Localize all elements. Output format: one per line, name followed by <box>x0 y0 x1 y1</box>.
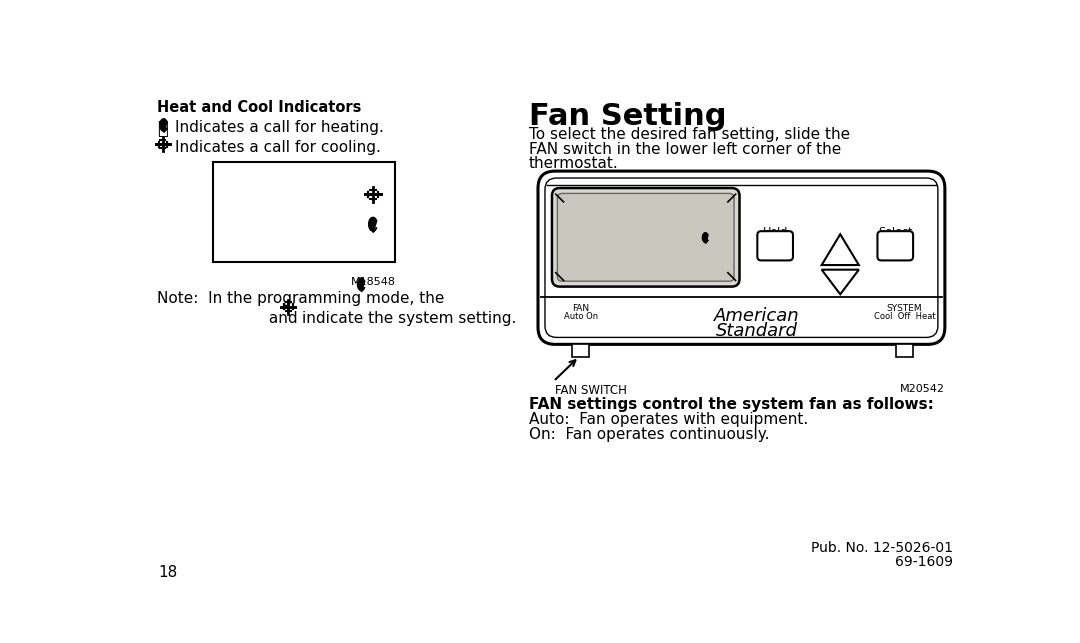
Text: Select: Select <box>878 226 913 237</box>
Bar <box>572 345 590 357</box>
Text: M20542: M20542 <box>900 385 945 394</box>
Text: 69-1609: 69-1609 <box>894 554 953 568</box>
Bar <box>896 345 913 357</box>
FancyBboxPatch shape <box>552 188 740 287</box>
Text: FAN switch in the lower left corner of the: FAN switch in the lower left corner of t… <box>529 142 841 157</box>
Text: Standard: Standard <box>716 322 797 340</box>
Text: Hold: Hold <box>762 226 787 237</box>
Polygon shape <box>702 233 708 244</box>
Text: On:  Fan operates continuously.: On: Fan operates continuously. <box>529 427 769 442</box>
Text: TUE: TUE <box>565 269 584 280</box>
Text: Cool  Off  Heat: Cool Off Heat <box>874 312 935 321</box>
Text: Auto On: Auto On <box>564 312 597 321</box>
Text: SYSTEM: SYSTEM <box>887 303 922 312</box>
Text: To select the desired fan setting, slide the: To select the desired fan setting, slide… <box>529 127 850 142</box>
Text: thermostat.: thermostat. <box>529 156 619 172</box>
Text: PM: PM <box>636 229 649 238</box>
Polygon shape <box>160 119 167 132</box>
Polygon shape <box>368 217 377 233</box>
Text: ☀: ☀ <box>157 120 172 138</box>
Text: Indicates a call for cooling.: Indicates a call for cooling. <box>175 140 381 154</box>
FancyBboxPatch shape <box>757 231 793 260</box>
Text: °: ° <box>698 211 707 230</box>
Text: SLEEP: SLEEP <box>685 271 713 280</box>
Text: FAN SWITCH: FAN SWITCH <box>555 385 626 397</box>
Text: 65: 65 <box>644 210 700 249</box>
Text: Heat and Cool Indicators: Heat and Cool Indicators <box>157 100 361 115</box>
Text: Indicates a call for heating.: Indicates a call for heating. <box>175 120 384 135</box>
Text: Auto:  Fan operates with equipment.: Auto: Fan operates with equipment. <box>529 412 808 427</box>
Text: American: American <box>714 307 799 325</box>
Text: M18548: M18548 <box>351 277 396 287</box>
Polygon shape <box>822 234 859 265</box>
Bar <box>213 162 394 262</box>
Text: ⛆: ⛆ <box>157 120 167 138</box>
Text: 18: 18 <box>159 565 177 579</box>
Text: indicate the system setting.: indicate the system setting. <box>302 311 516 326</box>
Polygon shape <box>822 269 859 294</box>
Text: 10:30: 10:30 <box>563 221 638 244</box>
FancyBboxPatch shape <box>557 194 734 281</box>
FancyBboxPatch shape <box>538 171 945 345</box>
Text: Pub. No. 12-5026-01: Pub. No. 12-5026-01 <box>811 541 953 555</box>
Text: FAN: FAN <box>572 303 590 312</box>
Text: and: and <box>225 311 297 326</box>
Text: FAN settings control the system fan as follows:: FAN settings control the system fan as f… <box>529 397 933 412</box>
Polygon shape <box>357 278 365 292</box>
Text: Fan Setting: Fan Setting <box>529 102 726 131</box>
Text: Note:  In the programming mode, the: Note: In the programming mode, the <box>157 291 444 306</box>
FancyBboxPatch shape <box>877 231 913 260</box>
